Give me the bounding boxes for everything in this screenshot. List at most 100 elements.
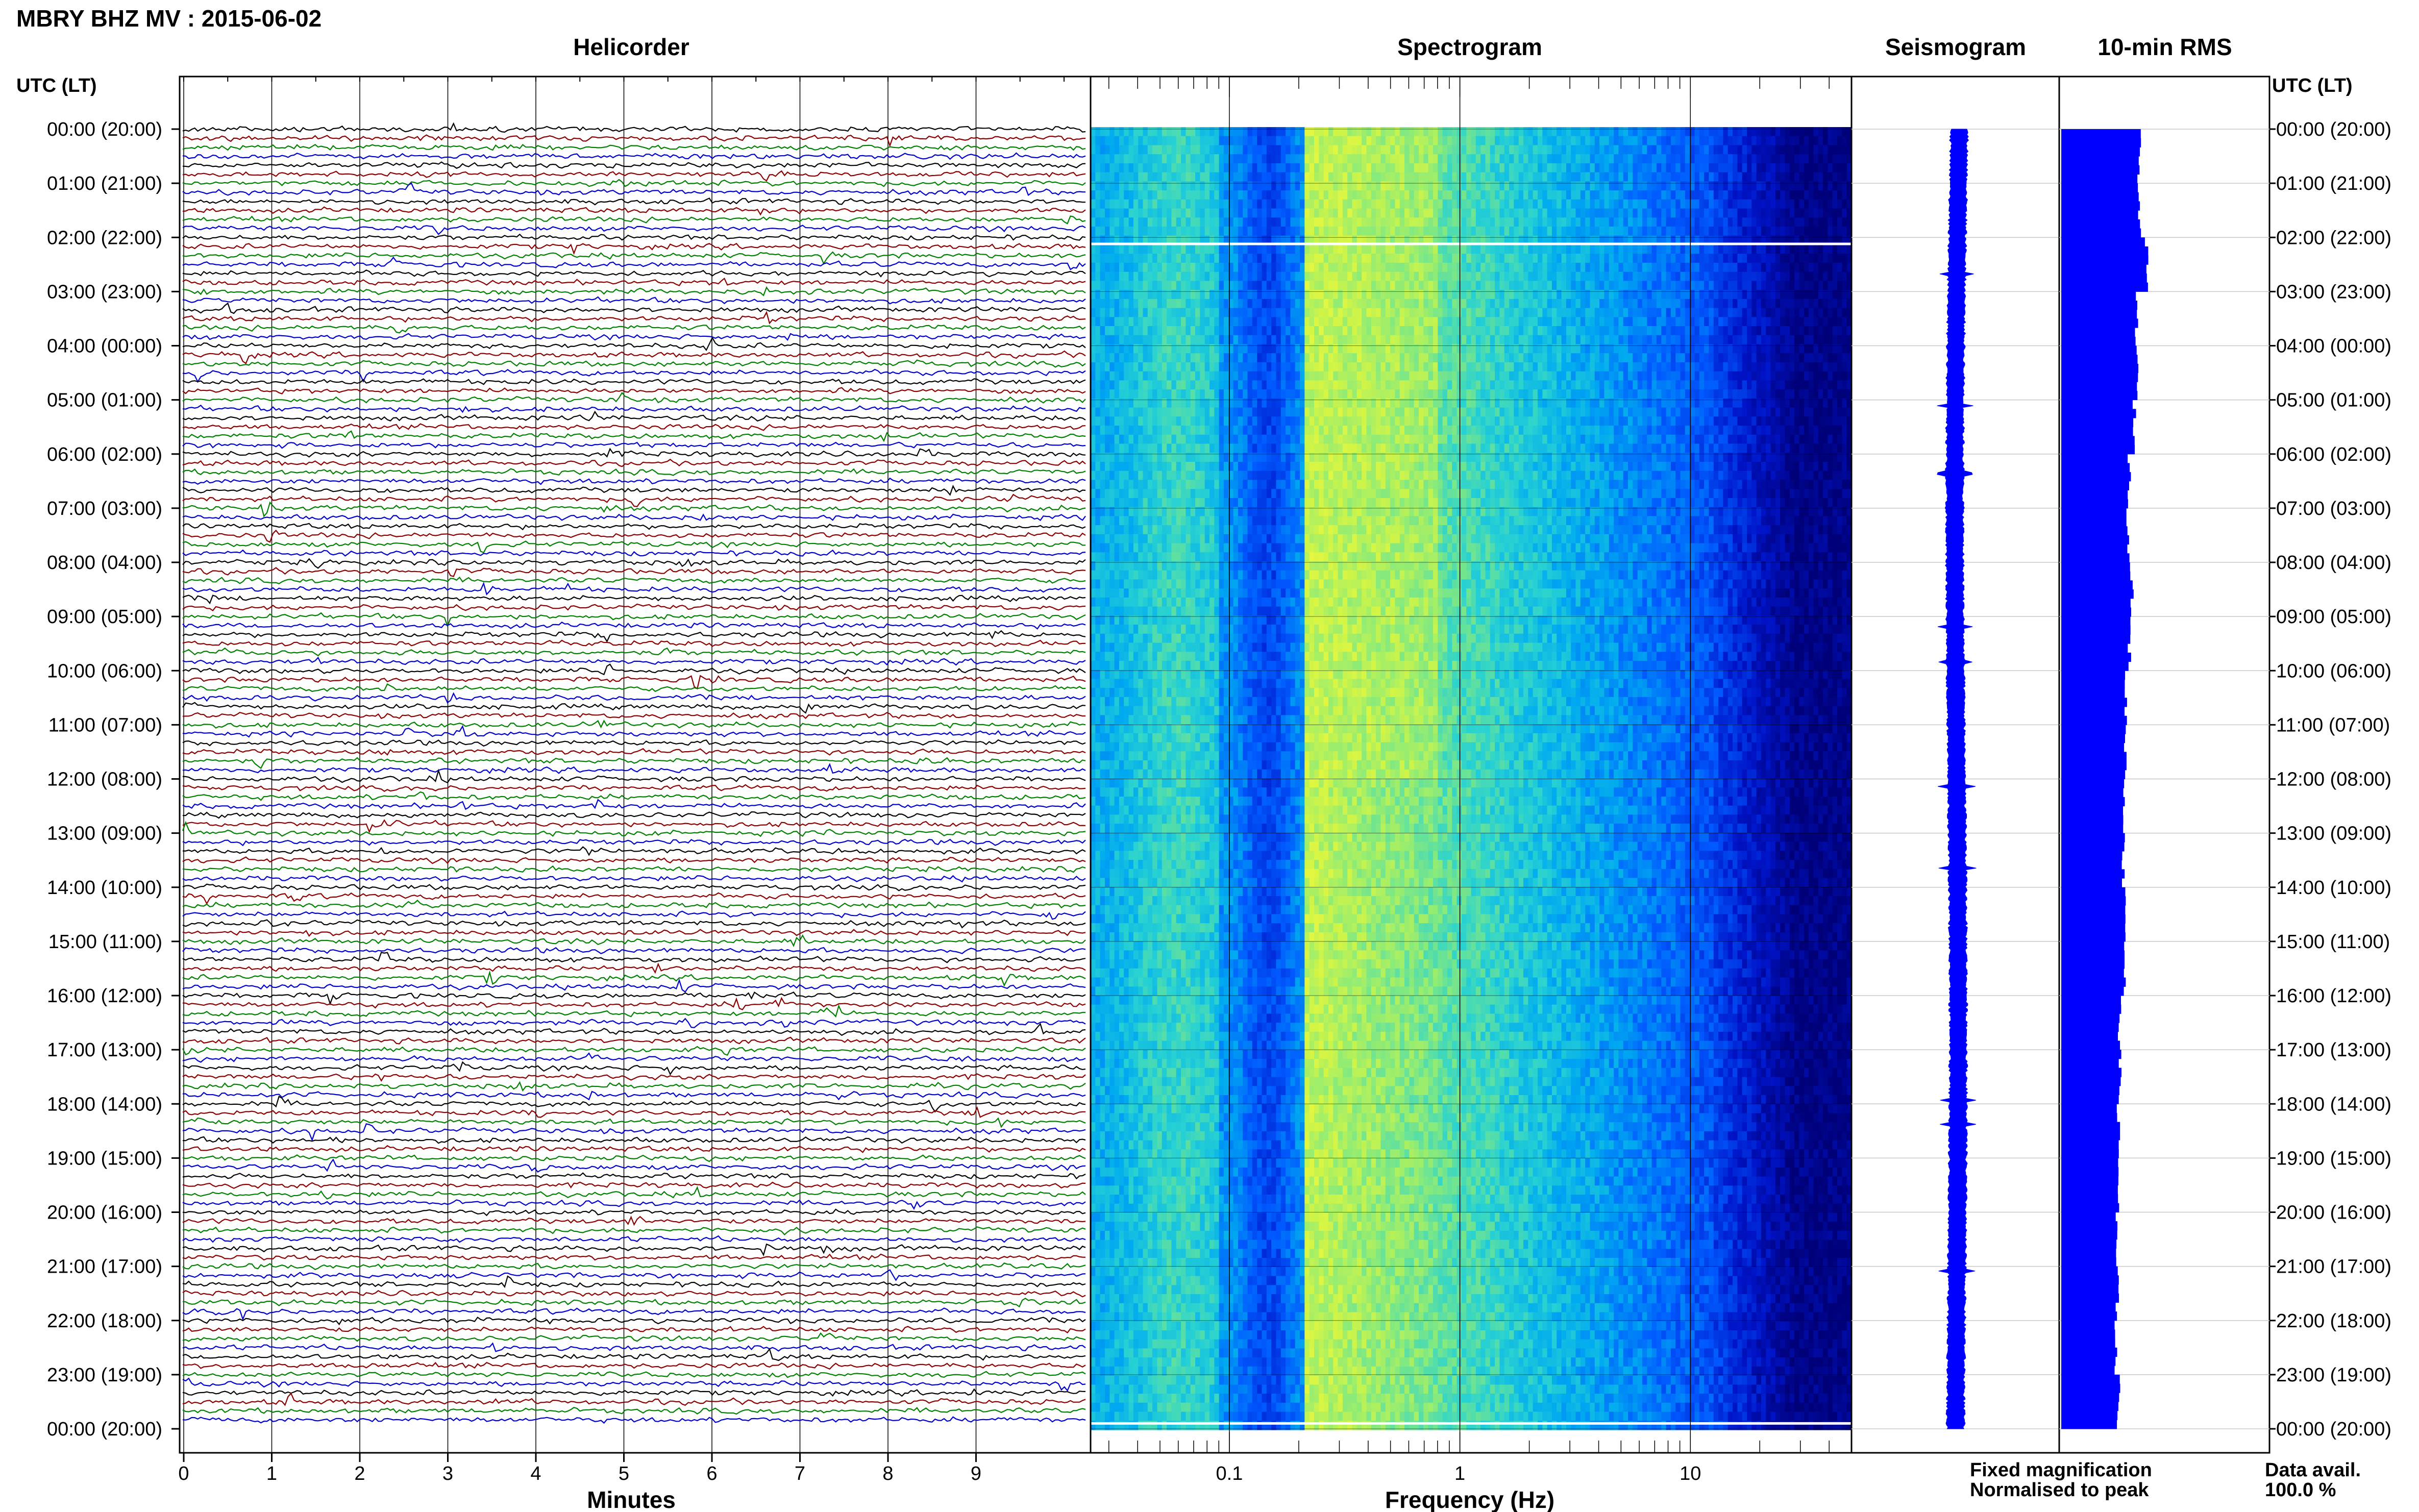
spectrogram-cell — [1100, 217, 1105, 227]
spectrogram-cell — [1757, 299, 1762, 308]
spectrogram-cell — [1809, 127, 1814, 136]
spectrogram-cell — [1224, 263, 1229, 272]
spectrogram-cell — [1157, 254, 1163, 263]
spectrogram-cell — [1319, 380, 1324, 389]
spectrogram-cell — [1124, 254, 1129, 263]
spectrogram-cell — [1737, 245, 1742, 254]
spectrogram-cell — [1466, 163, 1471, 172]
spectrogram-cell — [1571, 290, 1576, 299]
spectrogram-cell — [1286, 263, 1291, 272]
spectrogram-cell — [1310, 200, 1315, 209]
spectrogram-cell — [1675, 136, 1681, 145]
spectrogram-cell — [1324, 190, 1329, 200]
spectrogram-cell — [1704, 172, 1709, 182]
spectrogram-cell — [1699, 272, 1705, 281]
spectrogram-cell — [1771, 290, 1776, 299]
spectrogram-cell — [1243, 200, 1248, 209]
spectrogram-cell — [1790, 299, 1795, 308]
spectrogram-cell — [1486, 127, 1491, 136]
spectrogram-cell — [1562, 172, 1567, 182]
spectrogram-cell — [1542, 136, 1547, 145]
spectrogram-cell — [1262, 145, 1267, 155]
spectrogram-cell — [1828, 335, 1833, 344]
spectrogram-cell — [1718, 335, 1723, 344]
spectrogram-cell — [1328, 308, 1334, 317]
spectrogram-cell — [1404, 326, 1410, 335]
spectrogram-cell — [1804, 127, 1809, 136]
spectrogram-cell — [1647, 371, 1652, 381]
spectrogram-cell — [1171, 353, 1176, 362]
spectrogram-cell — [1576, 272, 1581, 281]
spectrogram-cell — [1133, 227, 1139, 236]
spectrogram-cell — [1205, 326, 1210, 335]
spectrogram-cell — [1604, 181, 1609, 190]
spectrogram-cell — [1438, 217, 1443, 227]
spectrogram-cell — [1281, 209, 1286, 218]
spectrogram-cell — [1438, 299, 1443, 308]
spectrogram-cell — [1642, 254, 1647, 263]
spectrogram-cell — [1599, 227, 1605, 236]
spectrogram-cell — [1742, 127, 1747, 136]
spectrogram-cell — [1248, 145, 1253, 155]
spectrogram-cell — [1490, 181, 1495, 190]
spectrogram-cell — [1157, 308, 1163, 317]
spectrogram-cell — [1400, 281, 1405, 290]
spectrogram-cell — [1162, 145, 1167, 155]
spectrogram-cell — [1833, 263, 1838, 272]
spectrogram-cell — [1181, 380, 1186, 389]
spectrogram-cell — [1761, 190, 1766, 200]
spectrogram-cell — [1823, 290, 1828, 299]
spectrogram-cell — [1523, 245, 1528, 254]
spectrogram-cell — [1542, 200, 1547, 209]
spectrogram-cell — [1200, 272, 1205, 281]
spectrogram-cell — [1423, 317, 1428, 326]
spectrogram-cell — [1809, 335, 1814, 344]
spectrogram-cell — [1171, 163, 1176, 172]
spectrogram-cell — [1533, 389, 1538, 399]
time-axis-label-left: UTC (LT) — [16, 75, 97, 96]
spectrogram-cell — [1623, 317, 1628, 326]
spectrogram-cell — [1447, 254, 1452, 263]
spectrogram-cell — [1737, 326, 1742, 335]
spectrogram-cell — [1533, 181, 1538, 190]
spectrogram-cell — [1181, 281, 1186, 290]
spectrogram-cell — [1390, 308, 1395, 317]
spectrogram-cell — [1138, 209, 1143, 218]
spectrogram-cell — [1557, 317, 1562, 326]
spectrogram-cell — [1704, 217, 1709, 227]
spectrogram-cell — [1581, 263, 1586, 272]
spectrogram-cell — [1766, 281, 1771, 290]
spectrogram-cell — [1157, 136, 1163, 145]
spectrogram-cell — [1538, 317, 1543, 326]
spectrogram-cell — [1186, 181, 1191, 190]
spectrogram-cell — [1380, 227, 1386, 236]
spectrogram-cell — [1380, 127, 1386, 136]
spectrogram-cell — [1585, 389, 1590, 399]
spectrogram-cell — [1438, 181, 1443, 190]
spectrogram-cell — [1761, 371, 1766, 381]
spectrogram-cell — [1757, 353, 1762, 362]
spectrogram-cell — [1357, 362, 1362, 371]
spectrogram-cell — [1328, 299, 1334, 308]
spectrogram-cell — [1304, 200, 1310, 209]
spectrogram-cell — [1214, 290, 1219, 299]
spectrogram-cell — [1433, 308, 1438, 317]
spectrogram-cell — [1224, 181, 1229, 190]
spectrogram-cell — [1571, 263, 1576, 272]
spectrogram-cell — [1699, 335, 1705, 344]
spectrogram-cell — [1523, 200, 1528, 209]
spectrogram-cell — [1343, 389, 1348, 399]
spectrogram-cell — [1304, 263, 1310, 272]
spectrogram-cell — [1571, 145, 1576, 155]
spectrogram-cell — [1205, 281, 1210, 290]
spectrogram-cell — [1462, 308, 1467, 317]
spectrogram-cell — [1100, 172, 1105, 182]
spectrogram-cell — [1733, 127, 1738, 136]
spectrogram-cell — [1747, 317, 1752, 326]
spectrogram-cell — [1419, 290, 1424, 299]
spectrogram-cell — [1837, 154, 1842, 163]
spectrogram-cell — [1595, 290, 1600, 299]
spectrogram-cell — [1671, 172, 1676, 182]
spectrogram-cell — [1813, 317, 1818, 326]
spectrogram-cell — [1771, 353, 1776, 362]
